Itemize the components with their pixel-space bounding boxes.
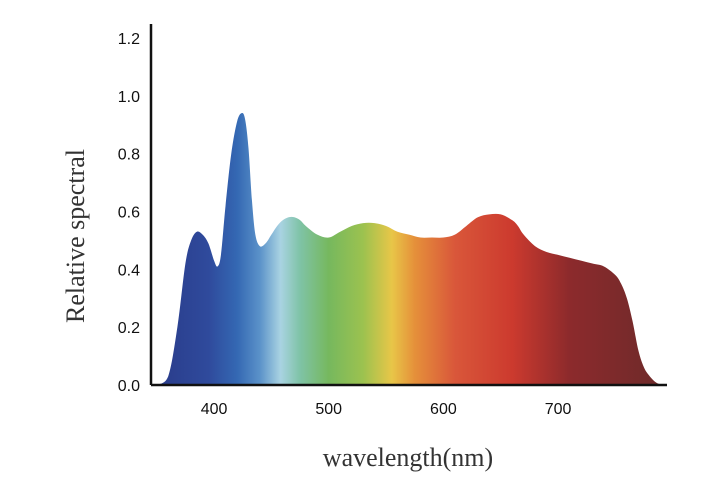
y-tick-labels: 0.0 0.2 0.4 0.6 0.8 1.0 1.2	[118, 31, 140, 395]
x-tick-label: 400	[201, 401, 228, 418]
x-tick-label: 700	[545, 401, 572, 418]
y-tick-label: 0.0	[118, 378, 140, 395]
x-axis-title: wavelength(nm)	[323, 443, 493, 472]
axes-layer	[149, 24, 667, 387]
y-tick-label: 0.4	[118, 262, 140, 279]
spectrum-area	[156, 113, 662, 385]
x-tick-labels: 400 500 600 700	[201, 401, 572, 418]
y-tick-label: 0.8	[118, 147, 140, 164]
y-tick-label: 0.2	[118, 320, 140, 337]
y-axis-title: Relative spectral	[61, 149, 90, 323]
y-tick-label: 1.2	[118, 31, 140, 48]
x-tick-label: 600	[430, 401, 457, 418]
x-tick-label: 500	[315, 401, 342, 418]
area-layer	[156, 113, 662, 385]
y-tick-label: 1.0	[118, 89, 140, 106]
y-tick-label: 0.6	[118, 205, 140, 222]
